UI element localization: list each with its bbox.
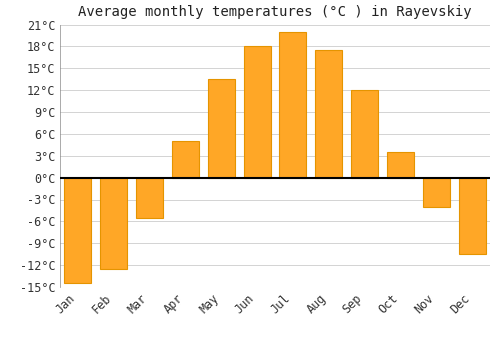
- Bar: [136, 178, 163, 218]
- Bar: [351, 90, 378, 178]
- Bar: [387, 152, 414, 178]
- Bar: [423, 178, 450, 207]
- Bar: [244, 46, 270, 178]
- Bar: [172, 141, 199, 178]
- Bar: [208, 79, 234, 178]
- Bar: [100, 178, 127, 269]
- Title: Average monthly temperatures (°C ) in Rayevskiy: Average monthly temperatures (°C ) in Ra…: [78, 5, 472, 19]
- Bar: [316, 50, 342, 178]
- Bar: [64, 178, 92, 284]
- Bar: [458, 178, 485, 254]
- Bar: [280, 32, 306, 178]
